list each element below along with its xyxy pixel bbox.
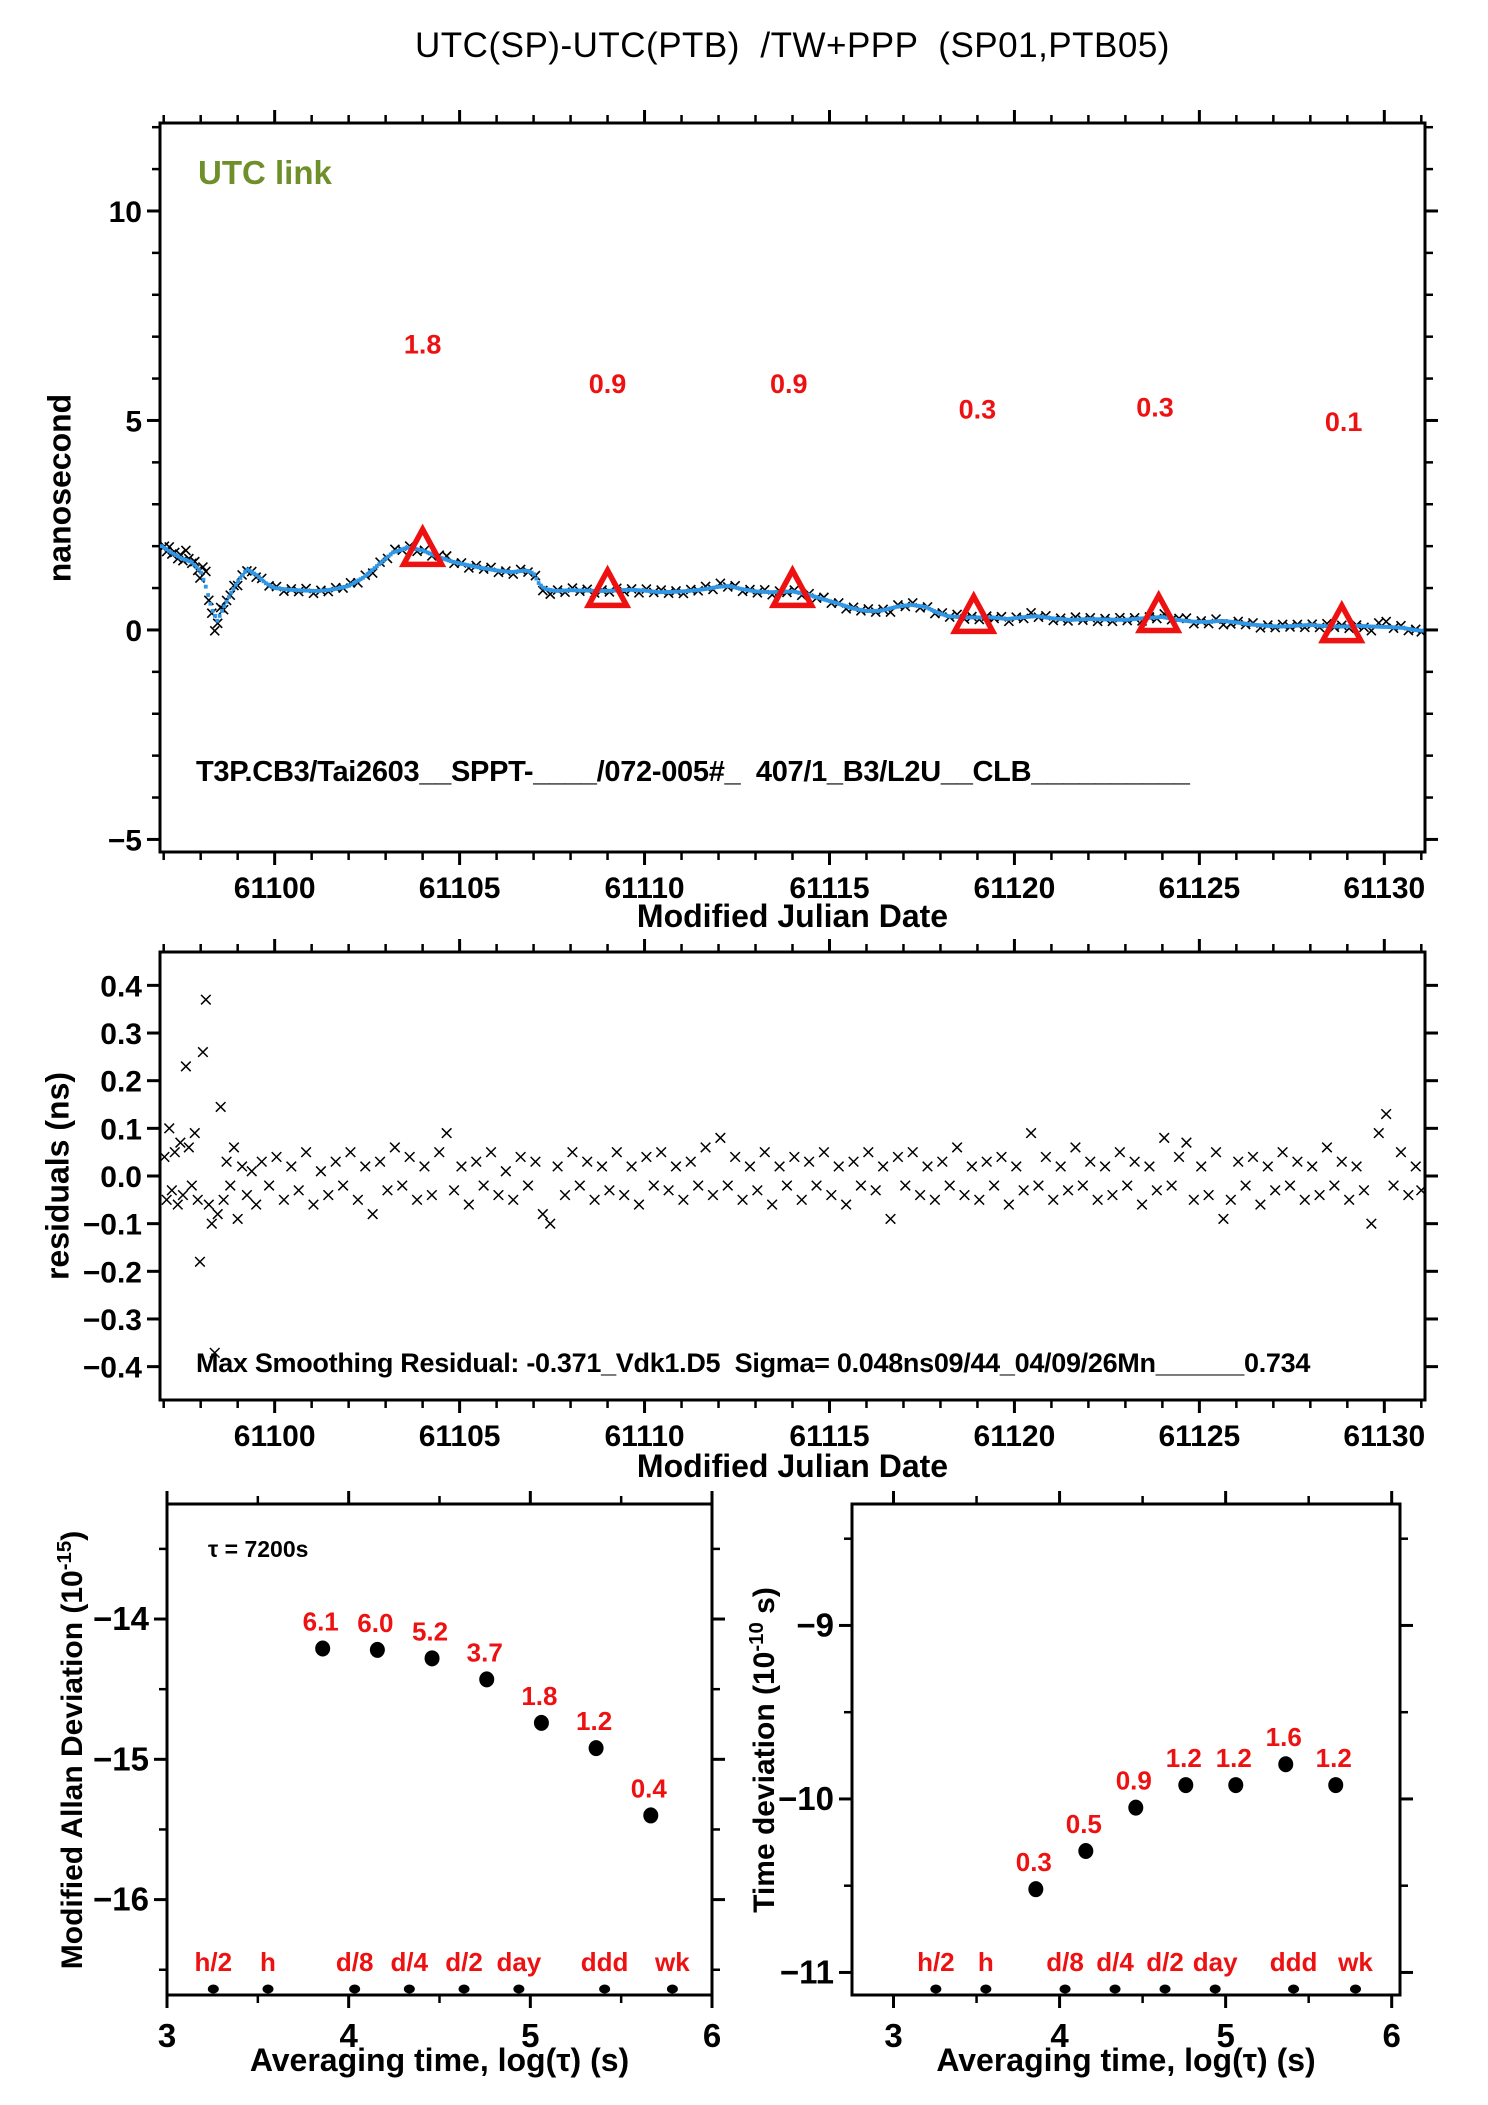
svg-text:61110: 61110 <box>604 872 684 905</box>
svg-text:h/2: h/2 <box>917 1947 955 1977</box>
svg-text:5: 5 <box>521 2017 539 2054</box>
svg-text:1.8: 1.8 <box>521 1681 557 1711</box>
svg-text:h/2: h/2 <box>195 1947 233 1977</box>
svg-text:61115: 61115 <box>789 872 869 905</box>
svg-text:d/8: d/8 <box>1046 1947 1084 1977</box>
svg-text:1.2: 1.2 <box>1316 1743 1352 1773</box>
svg-text:5: 5 <box>1216 2017 1234 2054</box>
svg-text:1.2: 1.2 <box>1166 1743 1202 1773</box>
svg-text:6.1: 6.1 <box>303 1606 339 1636</box>
svg-text:10: 10 <box>109 196 142 229</box>
mdev-xaxis-title: Averaging time, log(τ) (s) <box>249 2042 630 2078</box>
svg-text:ddd: ddd <box>581 1947 629 1977</box>
svg-text:61105: 61105 <box>419 1420 501 1453</box>
svg-text:61125: 61125 <box>1158 872 1240 905</box>
svg-text:4: 4 <box>339 2017 358 2054</box>
svg-text:−9: −9 <box>796 1606 834 1643</box>
svg-text:61100: 61100 <box>234 1420 316 1453</box>
svg-text:0.3: 0.3 <box>959 394 997 424</box>
residuals-annotation: Max Smoothing Residual: -0.371_Vdk1.D5 S… <box>196 1348 1311 1378</box>
svg-text:0.1: 0.1 <box>100 1113 142 1146</box>
svg-text:day: day <box>1193 1947 1238 1977</box>
svg-text:0.4: 0.4 <box>100 970 142 1003</box>
svg-text:1.6: 1.6 <box>1266 1722 1302 1752</box>
svg-text:0.9: 0.9 <box>1116 1766 1152 1796</box>
utc-link-legend: UTC link <box>198 154 332 191</box>
tau-annotation: τ = 7200s <box>208 1536 309 1562</box>
svg-text:5.2: 5.2 <box>412 1616 448 1646</box>
svg-text:61100: 61100 <box>234 872 316 905</box>
svg-text:0.5: 0.5 <box>1066 1809 1102 1839</box>
svg-text:61125: 61125 <box>1158 1420 1240 1453</box>
svg-text:d/2: d/2 <box>445 1947 483 1977</box>
svg-text:0.9: 0.9 <box>589 369 627 399</box>
svg-text:61110: 61110 <box>604 1420 684 1453</box>
svg-text:1.8: 1.8 <box>404 329 442 359</box>
svg-text:wk: wk <box>654 1947 690 1977</box>
residuals-panel: 61100 61105 61110 61115 61120 61125 61130 0.4 0.… <box>83 939 1438 1453</box>
svg-text:d/8: d/8 <box>336 1947 374 1977</box>
svg-text:0.9: 0.9 <box>770 369 808 399</box>
svg-text:3: 3 <box>158 2017 176 2054</box>
svg-text:4: 4 <box>1050 2017 1069 2054</box>
svg-text:0: 0 <box>125 615 142 648</box>
svg-text:−0.1: −0.1 <box>83 1209 142 1242</box>
svg-text:0.2: 0.2 <box>100 1066 142 1099</box>
svg-text:61105: 61105 <box>419 872 501 905</box>
svg-text:0.4: 0.4 <box>631 1773 668 1803</box>
link-annotation: T3P.CB3/Tai2603__SPPT-____/072-005#_ 407… <box>196 756 1190 788</box>
svg-text:ddd: ddd <box>1270 1947 1318 1977</box>
page-title: UTC(SP)-UTC(PTB) /TW+PPP (SP01,PTB05) <box>415 26 1170 65</box>
top-panel: 61100 61105 61110 61115 61120 61125 61130 −5 0 5 1… <box>108 110 1438 905</box>
svg-text:61120: 61120 <box>974 872 1056 905</box>
svg-text:6: 6 <box>1383 2017 1401 2054</box>
svg-text:d/4: d/4 <box>391 1947 429 1977</box>
svg-text:−16: −16 <box>93 1881 149 1918</box>
svg-text:61115: 61115 <box>789 1420 869 1453</box>
svg-text:−5: −5 <box>108 824 142 857</box>
top-xaxis-title: Modified Julian Date <box>636 898 949 934</box>
svg-text:61130: 61130 <box>1343 872 1425 905</box>
svg-text:wk: wk <box>1337 1947 1373 1977</box>
svg-text:d/2: d/2 <box>1146 1947 1184 1977</box>
svg-text:−0.3: −0.3 <box>83 1304 142 1337</box>
svg-text:0.3: 0.3 <box>1136 392 1174 422</box>
svg-text:d/4: d/4 <box>1096 1947 1134 1977</box>
svg-text:0.3: 0.3 <box>1016 1847 1052 1877</box>
svg-text:0.1: 0.1 <box>1325 407 1363 437</box>
svg-text:1.2: 1.2 <box>576 1706 612 1736</box>
tdev-panel: 3 4 5 6 −9 −10 −11 0.3 0.5 0.9 1.2 1.2 1.6 1.2 h/2 h d/8… <box>778 1491 1413 2054</box>
svg-text:day: day <box>496 1947 541 1977</box>
svg-text:61120: 61120 <box>974 1420 1056 1453</box>
svg-text:0.0: 0.0 <box>100 1161 142 1194</box>
svg-text:−0.4: −0.4 <box>83 1352 143 1385</box>
tdev-xaxis-title: Averaging time, log(τ) (s) <box>936 2042 1316 2078</box>
svg-text:−11: −11 <box>780 1953 834 1990</box>
svg-text:3.7: 3.7 <box>467 1637 503 1667</box>
svg-text:−10: −10 <box>778 1780 834 1817</box>
residuals-xaxis-title: Modified Julian Date <box>636 1448 949 1484</box>
mdev-panel: 3 4 5 6 −14 −15 −16 6.1 6.0 5.2 3.7 1.8 1.2 0.4 h/2 h d/… <box>93 1491 725 2054</box>
svg-text:−15: −15 <box>93 1740 149 1777</box>
svg-text:−14: −14 <box>93 1600 150 1637</box>
svg-text:6.0: 6.0 <box>357 1608 393 1638</box>
svg-text:h: h <box>260 1947 276 1977</box>
svg-text:0.3: 0.3 <box>100 1018 142 1051</box>
svg-text:61130: 61130 <box>1343 1420 1425 1453</box>
svg-text:−0.2: −0.2 <box>83 1256 142 1289</box>
svg-text:h: h <box>978 1947 994 1977</box>
svg-text:3: 3 <box>884 2017 902 2054</box>
svg-text:6: 6 <box>703 2017 721 2054</box>
svg-text:1.2: 1.2 <box>1216 1743 1252 1773</box>
svg-text:5: 5 <box>125 405 142 438</box>
